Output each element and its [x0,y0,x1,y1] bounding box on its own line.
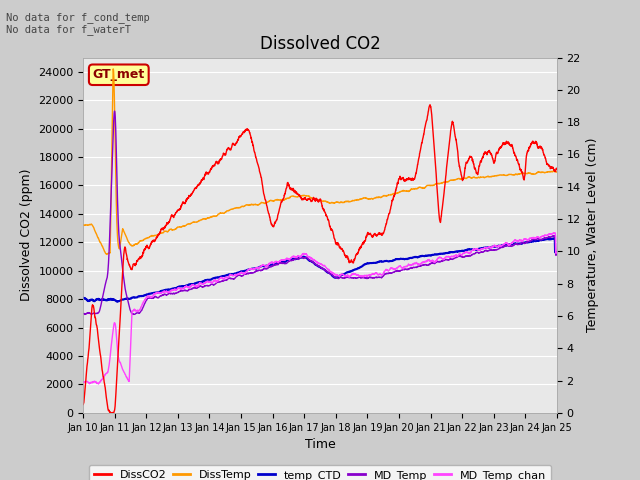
DissTemp [109,66,117,72]
DissCO2 [426,102,434,108]
MD_Temp [111,108,118,114]
DissTemp [134,241,141,247]
MD_Temp [134,310,141,316]
MD_Temp_chan [134,308,141,314]
Title: Dissolved CO2: Dissolved CO2 [260,35,380,53]
DissTemp [162,228,170,234]
MD_Temp_chan [95,381,102,387]
temp_CTD [550,236,558,241]
temp_CTD [79,295,87,301]
Text: No data for f_cond_temp
No data for f_waterT: No data for f_cond_temp No data for f_wa… [6,12,150,36]
Line: DissCO2: DissCO2 [83,105,557,413]
temp_CTD [553,249,561,255]
Legend: DissCO2, DissTemp, temp_CTD, MD_Temp, MD_Temp_chan: DissCO2, DissTemp, temp_CTD, MD_Temp, MD… [89,465,551,480]
MD_Temp_chan [282,256,289,262]
DissCO2 [493,150,500,156]
DissTemp [79,222,87,228]
temp_CTD [282,259,289,264]
MD_Temp [544,235,552,240]
Y-axis label: Dissolved CO2 (ppm): Dissolved CO2 (ppm) [20,169,33,301]
Y-axis label: Temperature, Water Level (cm): Temperature, Water Level (cm) [586,138,599,333]
MD_Temp_chan [550,230,558,236]
Line: MD_Temp: MD_Temp [83,111,557,314]
DissCO2 [261,196,269,202]
Text: GT_met: GT_met [93,68,145,81]
MD_Temp_chan [261,263,269,269]
MD_Temp_chan [544,232,552,238]
DissCO2 [162,223,170,229]
temp_CTD [113,299,120,304]
DissTemp [103,252,111,257]
MD_Temp_chan [79,379,87,385]
temp_CTD [261,263,269,269]
DissTemp [282,196,289,202]
DissCO2 [134,258,141,264]
MD_Temp [282,261,289,266]
temp_CTD [544,236,552,242]
MD_Temp_chan [162,289,170,295]
MD_Temp [162,292,170,298]
Line: MD_Temp_chan: MD_Temp_chan [83,233,557,384]
MD_Temp_chan [553,250,561,255]
DissTemp [261,200,269,206]
DissCO2 [553,166,561,172]
DissCO2 [282,189,289,195]
DissCO2 [107,410,115,416]
temp_CTD [162,287,170,293]
temp_CTD [493,244,500,250]
Line: DissTemp: DissTemp [83,69,557,254]
temp_CTD [134,294,141,300]
MD_Temp [81,312,88,317]
MD_Temp [493,247,500,252]
DissTemp [493,173,500,179]
DissTemp [544,169,552,175]
X-axis label: Time: Time [305,438,335,451]
MD_Temp [261,265,269,271]
DissCO2 [544,161,552,167]
Line: temp_CTD: temp_CTD [83,239,557,301]
DissTemp [553,169,561,175]
MD_Temp [553,252,561,257]
MD_Temp_chan [493,244,500,250]
MD_Temp [79,311,87,316]
DissCO2 [79,402,87,408]
